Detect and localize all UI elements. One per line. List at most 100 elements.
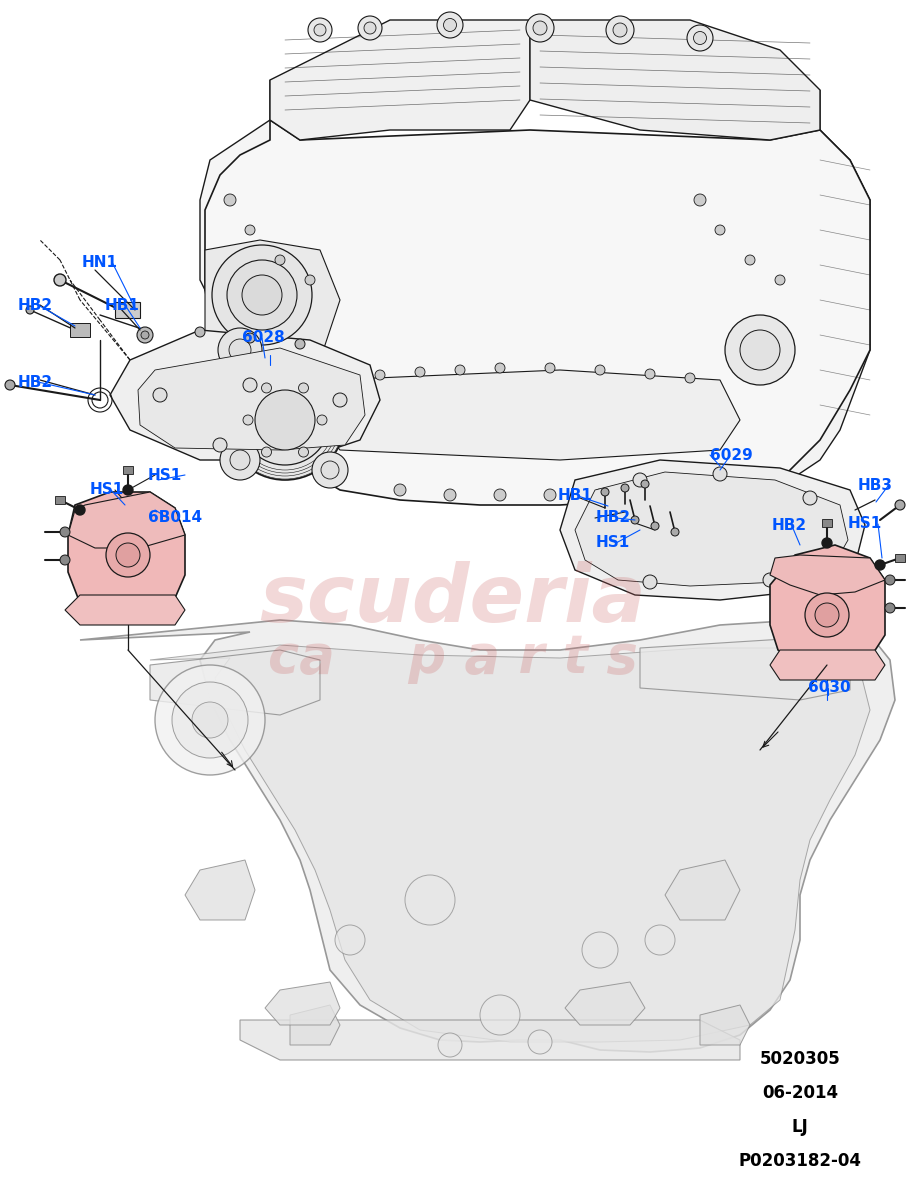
Circle shape xyxy=(687,25,713,50)
Circle shape xyxy=(335,374,345,385)
Circle shape xyxy=(321,461,339,479)
Text: HB2: HB2 xyxy=(18,298,53,313)
Text: HB2: HB2 xyxy=(772,518,807,533)
Text: 06-2014: 06-2014 xyxy=(762,1084,838,1102)
Circle shape xyxy=(693,31,707,44)
Circle shape xyxy=(192,702,228,738)
Circle shape xyxy=(262,448,272,457)
Circle shape xyxy=(763,572,777,587)
Text: 6B014: 6B014 xyxy=(148,510,202,526)
Polygon shape xyxy=(110,330,380,460)
Circle shape xyxy=(225,360,345,480)
Text: HS1: HS1 xyxy=(848,516,882,530)
Polygon shape xyxy=(575,472,848,586)
Circle shape xyxy=(224,194,236,206)
Circle shape xyxy=(494,490,506,502)
Circle shape xyxy=(745,254,755,265)
Circle shape xyxy=(601,488,609,496)
Text: HB1: HB1 xyxy=(105,298,140,313)
Circle shape xyxy=(172,682,248,758)
Polygon shape xyxy=(150,646,870,1042)
Circle shape xyxy=(123,485,133,494)
Polygon shape xyxy=(665,860,740,920)
Polygon shape xyxy=(200,80,340,480)
Circle shape xyxy=(255,390,315,450)
Circle shape xyxy=(218,328,262,372)
Circle shape xyxy=(75,505,85,515)
Text: 5020305: 5020305 xyxy=(759,1050,841,1068)
Circle shape xyxy=(444,18,457,31)
Bar xyxy=(822,518,832,527)
Circle shape xyxy=(685,373,695,383)
Circle shape xyxy=(243,415,253,425)
Polygon shape xyxy=(150,650,320,715)
Circle shape xyxy=(528,1030,552,1054)
Circle shape xyxy=(545,362,555,373)
Circle shape xyxy=(415,367,425,377)
Polygon shape xyxy=(700,1006,750,1045)
Circle shape xyxy=(621,484,629,492)
Circle shape xyxy=(631,516,639,524)
Circle shape xyxy=(227,260,297,330)
Circle shape xyxy=(5,380,15,390)
Circle shape xyxy=(314,24,326,36)
Circle shape xyxy=(116,542,140,566)
Bar xyxy=(895,554,905,562)
Bar xyxy=(70,323,90,337)
Circle shape xyxy=(694,194,706,206)
Text: HS1: HS1 xyxy=(148,468,182,482)
Polygon shape xyxy=(290,1006,340,1045)
Circle shape xyxy=(245,226,255,235)
Text: 6030: 6030 xyxy=(808,680,851,695)
Polygon shape xyxy=(530,20,820,140)
Circle shape xyxy=(643,575,657,589)
Circle shape xyxy=(141,331,149,338)
Circle shape xyxy=(633,473,647,487)
Polygon shape xyxy=(565,982,645,1025)
Text: HN1: HN1 xyxy=(82,254,118,270)
Circle shape xyxy=(358,16,382,40)
Polygon shape xyxy=(138,348,365,450)
Circle shape xyxy=(195,326,205,337)
Circle shape xyxy=(305,275,315,284)
Circle shape xyxy=(106,533,150,577)
Circle shape xyxy=(220,440,260,480)
Polygon shape xyxy=(80,620,895,1052)
Circle shape xyxy=(213,438,227,452)
Circle shape xyxy=(544,490,556,502)
Circle shape xyxy=(594,490,606,502)
Circle shape xyxy=(333,392,347,407)
Text: ca    p a r t s: ca p a r t s xyxy=(268,632,638,684)
Circle shape xyxy=(671,528,679,536)
Circle shape xyxy=(526,14,554,42)
Polygon shape xyxy=(770,554,885,595)
Circle shape xyxy=(885,575,895,584)
Bar xyxy=(123,466,133,474)
Circle shape xyxy=(595,365,605,374)
Circle shape xyxy=(455,365,465,374)
Circle shape xyxy=(740,330,780,370)
Circle shape xyxy=(60,554,70,565)
Circle shape xyxy=(394,484,406,496)
Circle shape xyxy=(243,378,257,392)
Polygon shape xyxy=(205,240,340,380)
Circle shape xyxy=(715,226,725,235)
Polygon shape xyxy=(265,982,340,1025)
Text: HS1: HS1 xyxy=(90,482,124,497)
Circle shape xyxy=(606,16,634,44)
Polygon shape xyxy=(560,460,865,600)
Circle shape xyxy=(298,448,309,457)
Polygon shape xyxy=(770,650,885,680)
Circle shape xyxy=(775,275,785,284)
Circle shape xyxy=(641,480,649,488)
Circle shape xyxy=(26,306,34,314)
Text: 6028: 6028 xyxy=(242,330,284,346)
Circle shape xyxy=(822,538,832,548)
Polygon shape xyxy=(680,90,870,494)
Circle shape xyxy=(805,593,849,637)
Polygon shape xyxy=(68,492,185,610)
Circle shape xyxy=(312,452,348,488)
Polygon shape xyxy=(205,120,870,505)
Circle shape xyxy=(295,338,305,349)
Circle shape xyxy=(275,254,285,265)
